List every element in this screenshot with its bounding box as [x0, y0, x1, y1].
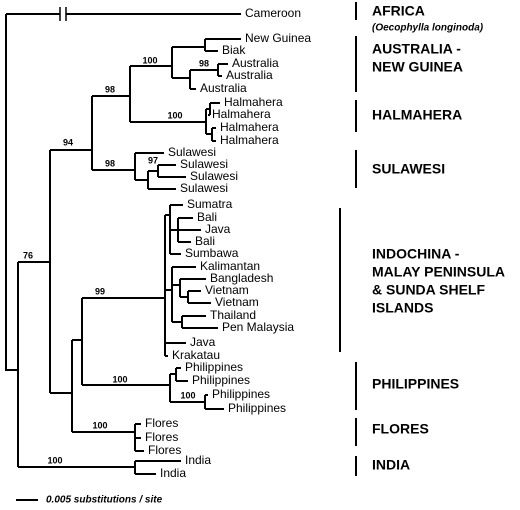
- region-label: AFRICA: [372, 3, 425, 19]
- leaf-label: Kalimantan: [200, 259, 260, 273]
- region-label: & SUNDA SHELF: [372, 282, 485, 298]
- leaf-label: Bangladesh: [210, 271, 273, 285]
- leaf-label: Halmahera: [220, 120, 279, 134]
- region-label: AUSTRALIA -: [372, 41, 461, 57]
- bootstrap-value: 76: [23, 250, 33, 260]
- leaf-label: Australia: [232, 56, 279, 70]
- region-label: INDOCHINA -: [372, 246, 460, 262]
- leaf-label: Sulawesi: [180, 157, 228, 171]
- leaf-label: Sumbawa: [185, 246, 239, 260]
- bootstrap-value: 100: [142, 55, 157, 65]
- region-label: NEW GUINEA: [372, 59, 463, 75]
- bootstrap-value: 99: [95, 286, 105, 296]
- leaf-label: Sulawesi: [180, 181, 228, 195]
- leaf-label: Bali: [195, 234, 215, 248]
- leaf-label: India: [160, 466, 186, 480]
- region-note: (Oecophylla longinoda): [372, 23, 484, 34]
- leaf-label: Thailand: [210, 308, 256, 322]
- leaf-label: Bali: [197, 210, 217, 224]
- leaf-label: New Guinea: [245, 31, 311, 45]
- leaf-label: Java: [205, 222, 231, 236]
- bootstrap-value: 100: [167, 110, 182, 120]
- leaf-label: Flores: [148, 443, 181, 457]
- leaf-label: Australia: [200, 81, 247, 95]
- leaf-label: Philippines: [228, 401, 286, 415]
- leaf-label: Java: [190, 335, 216, 349]
- leaf-label: Vietnam: [205, 283, 249, 297]
- branch-break: [59, 7, 67, 21]
- leaf-label: Biak: [222, 43, 246, 57]
- bootstrap-value: 100: [92, 420, 107, 430]
- region-label: HALMAHERA: [372, 107, 462, 123]
- leaf-label: Philippines: [192, 373, 250, 387]
- leaf-label: Sulawesi: [190, 169, 238, 183]
- leaf-label: Sumatra: [187, 197, 233, 211]
- leaf-label: Krakatau: [172, 348, 220, 362]
- leaf-label: Halmahera: [224, 95, 283, 109]
- region-label: SULAWESI: [372, 161, 445, 177]
- bootstrap-value: 98: [105, 158, 115, 168]
- bootstrap-value: 100: [47, 455, 62, 465]
- region-label: FLORES: [372, 421, 429, 437]
- bootstrap-value: 94: [63, 137, 73, 147]
- leaf-label: Australia: [226, 68, 273, 82]
- region-label: PHILIPPINES: [372, 376, 459, 392]
- bootstrap-value: 100: [112, 374, 127, 384]
- leaf-label: Vietnam: [215, 295, 259, 309]
- leaf-label: Halmahera: [212, 107, 271, 121]
- leaf-label: Sulawesi: [168, 145, 216, 159]
- region-label: INDIA: [372, 457, 410, 473]
- leaf-label: Halmahera: [220, 133, 279, 147]
- leaf-label: Flores: [145, 430, 178, 444]
- region-bars: [339, 2, 357, 476]
- bootstrap-value: 97: [148, 155, 158, 165]
- leaf-label: Philippines: [185, 360, 243, 374]
- leaf-label: Flores: [145, 416, 178, 430]
- region-label: MALAY PENINSULA: [372, 264, 505, 280]
- leaf-label: India: [185, 453, 211, 467]
- leaf-label: Pen Malaysia: [222, 320, 294, 334]
- bootstrap-value: 98: [199, 58, 209, 68]
- scale-label: 0.005 substitutions / site: [46, 495, 163, 506]
- leaf-label: Cameroon: [245, 6, 301, 20]
- tree-branches: [5, 13, 241, 475]
- bootstrap-value: 100: [180, 390, 195, 400]
- bootstrap-value: 98: [105, 84, 115, 94]
- region-label: ISLANDS: [372, 300, 433, 316]
- leaf-label: Philippines: [212, 387, 270, 401]
